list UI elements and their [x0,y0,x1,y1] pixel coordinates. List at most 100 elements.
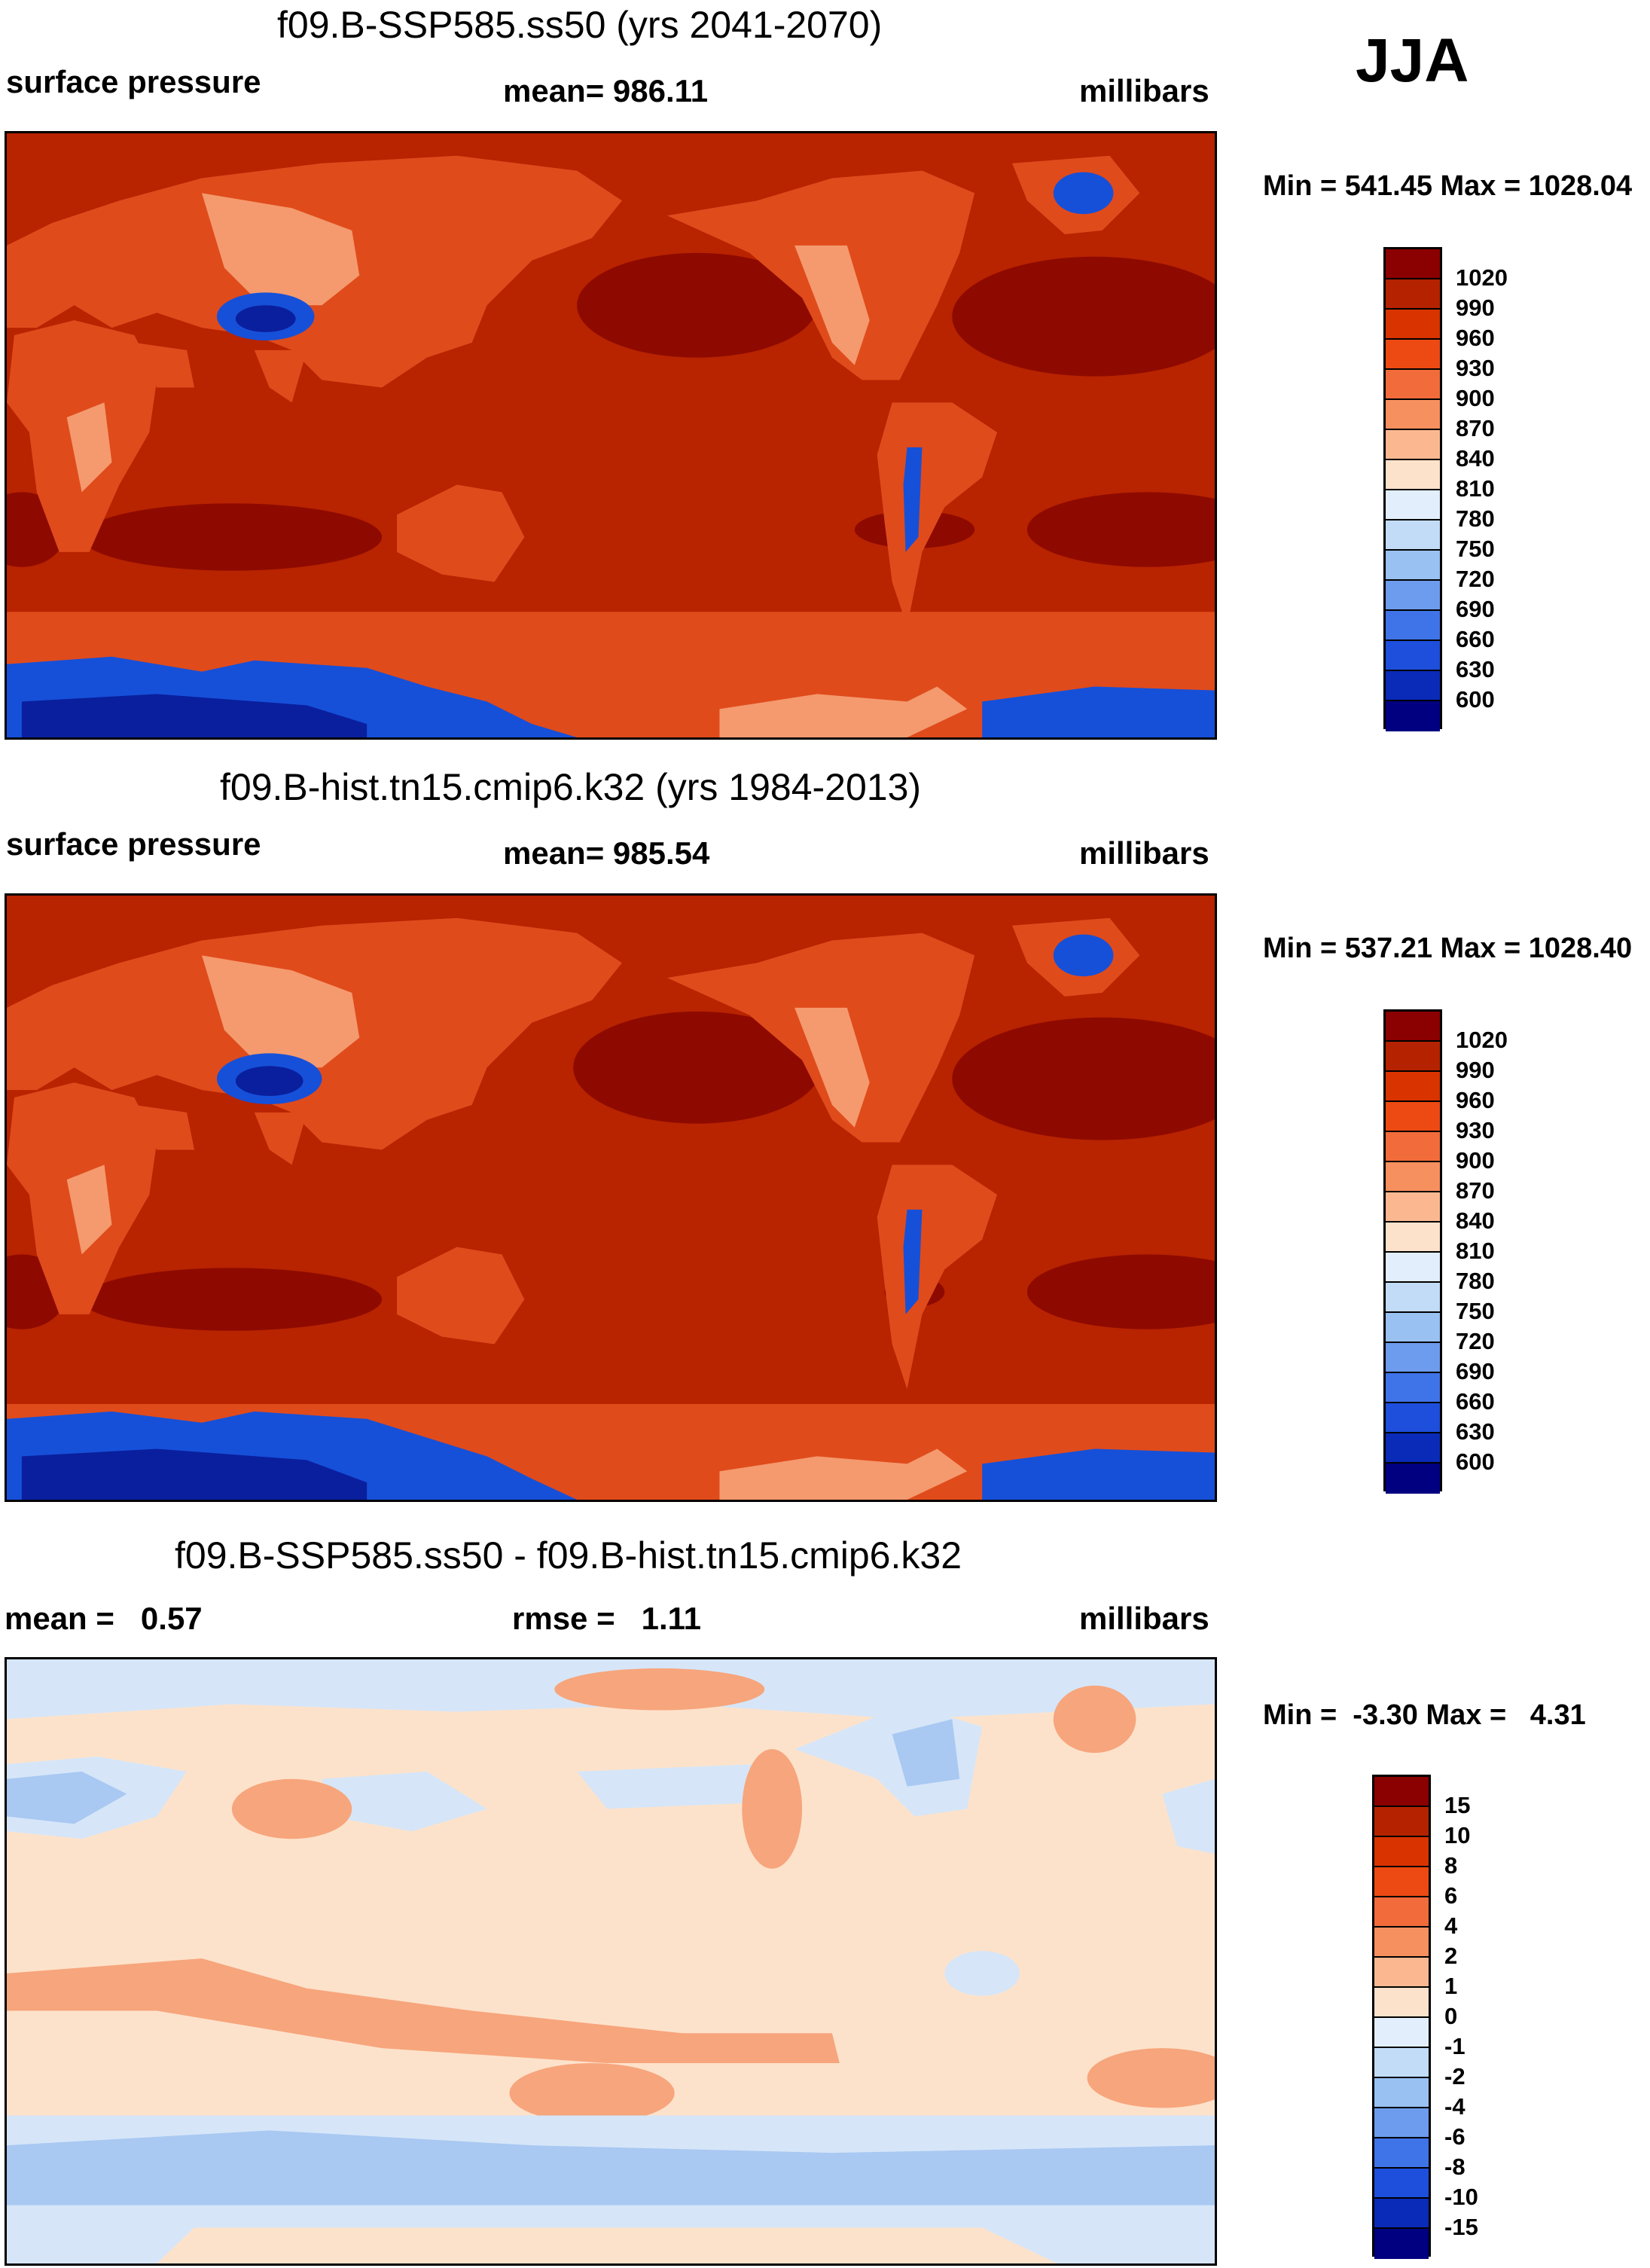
panel1-colorbar-tick-label: 720 [1456,566,1495,592]
panel3-colorbar-tick-label: 4 [1444,1912,1458,1939]
panel2-colorbar-swatch [1386,1403,1440,1433]
panel1-colorbar-swatch [1386,701,1440,731]
amazon-negative [944,1951,1020,1996]
panel2-map-svg [7,896,1215,1500]
panel2-colorbar-swatch [1386,1223,1440,1253]
panel3-colorbar-tick-label: 6 [1444,1882,1458,1909]
india-land [254,350,307,403]
andes [903,1209,923,1314]
panel2-colorbar-tick-label: 960 [1456,1087,1495,1113]
east-africa-highlands [66,402,112,493]
panel3-colorbar-swatch [1374,2229,1429,2259]
antarctica-plateau [21,1448,368,1500]
north-pacific-high [573,1011,821,1124]
panel1-colorbar-swatch [1386,611,1440,641]
panel1-variable-label: surface pressure [6,64,261,99]
south-indian-high [81,1268,383,1331]
panel2-colorbar-swatch [1386,1433,1440,1464]
panel1-colorbar-tick-label: 630 [1456,656,1495,682]
panel2-colorbar-tick-label: 750 [1456,1298,1495,1324]
panel3-colorbar-swatch [1374,2169,1429,2199]
panel2-colorbar-tick-label: 870 [1456,1177,1495,1204]
southern-subtropical-positive [7,1958,840,2063]
panel2-colorbar-tick-label: 630 [1456,1418,1495,1445]
antarctica-near-zero [157,2227,1057,2263]
panel2-colorbar-swatch [1386,1072,1440,1102]
panel3-map-svg [7,1659,1215,2263]
south-atlantic-positive [1087,2048,1215,2108]
panel1-colorbar-swatch [1386,490,1440,520]
panel3-map [5,1657,1217,2266]
panel2-colorbar-tick-label: 690 [1456,1358,1495,1384]
arabia-land [134,342,195,388]
panel1-colorbar-tick-label: 690 [1456,596,1495,622]
panel2-colorbar-swatch [1386,1012,1440,1042]
panel3-colorbar-tick-label: 8 [1444,1852,1458,1879]
panel1-colorbar-tick-label: 840 [1456,445,1495,472]
southern-ocean-negative-core [7,2130,1215,2205]
panel1-colorbar-swatch [1386,310,1440,340]
panel1-units-label: millibars [1079,73,1209,108]
panel3-colorbar-swatch [1374,2199,1429,2229]
panel3-units-label: millibars [1079,1601,1209,1636]
panel3-colorbar-tick-label: -15 [1444,2214,1478,2240]
tibetan-plateau-core [235,305,296,333]
panel3-colorbar-swatch [1374,1988,1429,2018]
panel3-colorbar-tick-label: -1 [1444,2033,1465,2059]
rocky-mountains [795,245,870,365]
south-indian-high [81,503,383,571]
panel3-colorbar-tick-label: 1 [1444,1973,1458,1999]
panel1-colorbar-tick-label: 750 [1456,536,1495,562]
panel1-colorbar-tick-label: 1020 [1456,264,1508,291]
panel2-colorbar-tick-label: 720 [1456,1328,1495,1354]
arctic-positive [554,1668,765,1711]
panel2-colorbar-swatch [1386,1253,1440,1283]
panel3-colorbar-tick-label: -2 [1444,2063,1465,2089]
central-asia-positive [231,1778,352,1839]
south-atlantic-high [1026,492,1215,567]
hudson-bay-negative [892,1719,960,1787]
panel1-map [5,131,1217,740]
panel1-colorbar-swatch [1386,520,1440,551]
panel2-colorbar-tick-label: 600 [1456,1448,1495,1475]
panel2-colorbar-tick-label: 660 [1456,1388,1495,1415]
panel1-colorbar-tick-label: 990 [1456,295,1495,321]
australia-land [397,484,525,582]
panel3-colorbar-swatches [1372,1775,1431,2259]
east-africa-highlands [66,1165,112,1255]
central-asia-highlands [202,193,360,306]
panel3-colorbar-swatch [1374,2048,1429,2078]
panel2-colorbar-swatch [1386,1102,1440,1132]
panel1-colorbar-swatch [1386,400,1440,430]
panel1-colorbar-swatch [1386,551,1440,581]
tibetan-plateau-core [235,1066,303,1097]
arabia-land [134,1104,195,1150]
panel2-colorbar-tick-label: 840 [1456,1207,1495,1234]
panel1-colorbar-swatch [1386,249,1440,279]
panel2-colorbar-tick-label: 990 [1456,1057,1495,1083]
panel1-colorbar-tick-label: 810 [1456,475,1495,502]
panel1-colorbar-tick-label: 900 [1456,385,1495,411]
panel2-title: f09.B-hist.tn15.cmip6.k32 (yrs 1984-2013… [220,766,922,808]
panel3-colorbar-swatch [1374,2138,1429,2169]
panel1-minmax-label: Min = 541.45 Max = 1028.04 [1263,170,1633,202]
east-asia-negative [322,1771,487,1832]
panel1-colorbar-tick-label: 660 [1456,626,1495,652]
panel1-colorbar-swatch [1386,460,1440,490]
panel2-colorbar-swatch [1386,1042,1440,1072]
north-pacific-negative [577,1763,788,1809]
panel1-title: f09.B-SSP585.ss50 (yrs 2041-2070) [277,4,883,46]
north-atlantic-high [952,1017,1215,1140]
panel3-mean-label: mean = 0.57 [5,1601,203,1636]
panel2-colorbar-tick-label: 780 [1456,1268,1495,1294]
panel3-colorbar-tick-label: 10 [1444,1822,1471,1848]
panel1-colorbar-swatches [1383,247,1442,731]
antarctic-peninsula [719,686,968,737]
rocky-mountains [795,1007,870,1128]
panel2-colorbar-swatches [1383,1009,1442,1494]
panel1-colorbar-swatch [1386,279,1440,310]
panel1-colorbar-swatch [1386,340,1440,370]
antarctica-east [982,686,1215,737]
central-asia-highlands [202,955,360,1068]
greenland-ice [1053,172,1114,215]
